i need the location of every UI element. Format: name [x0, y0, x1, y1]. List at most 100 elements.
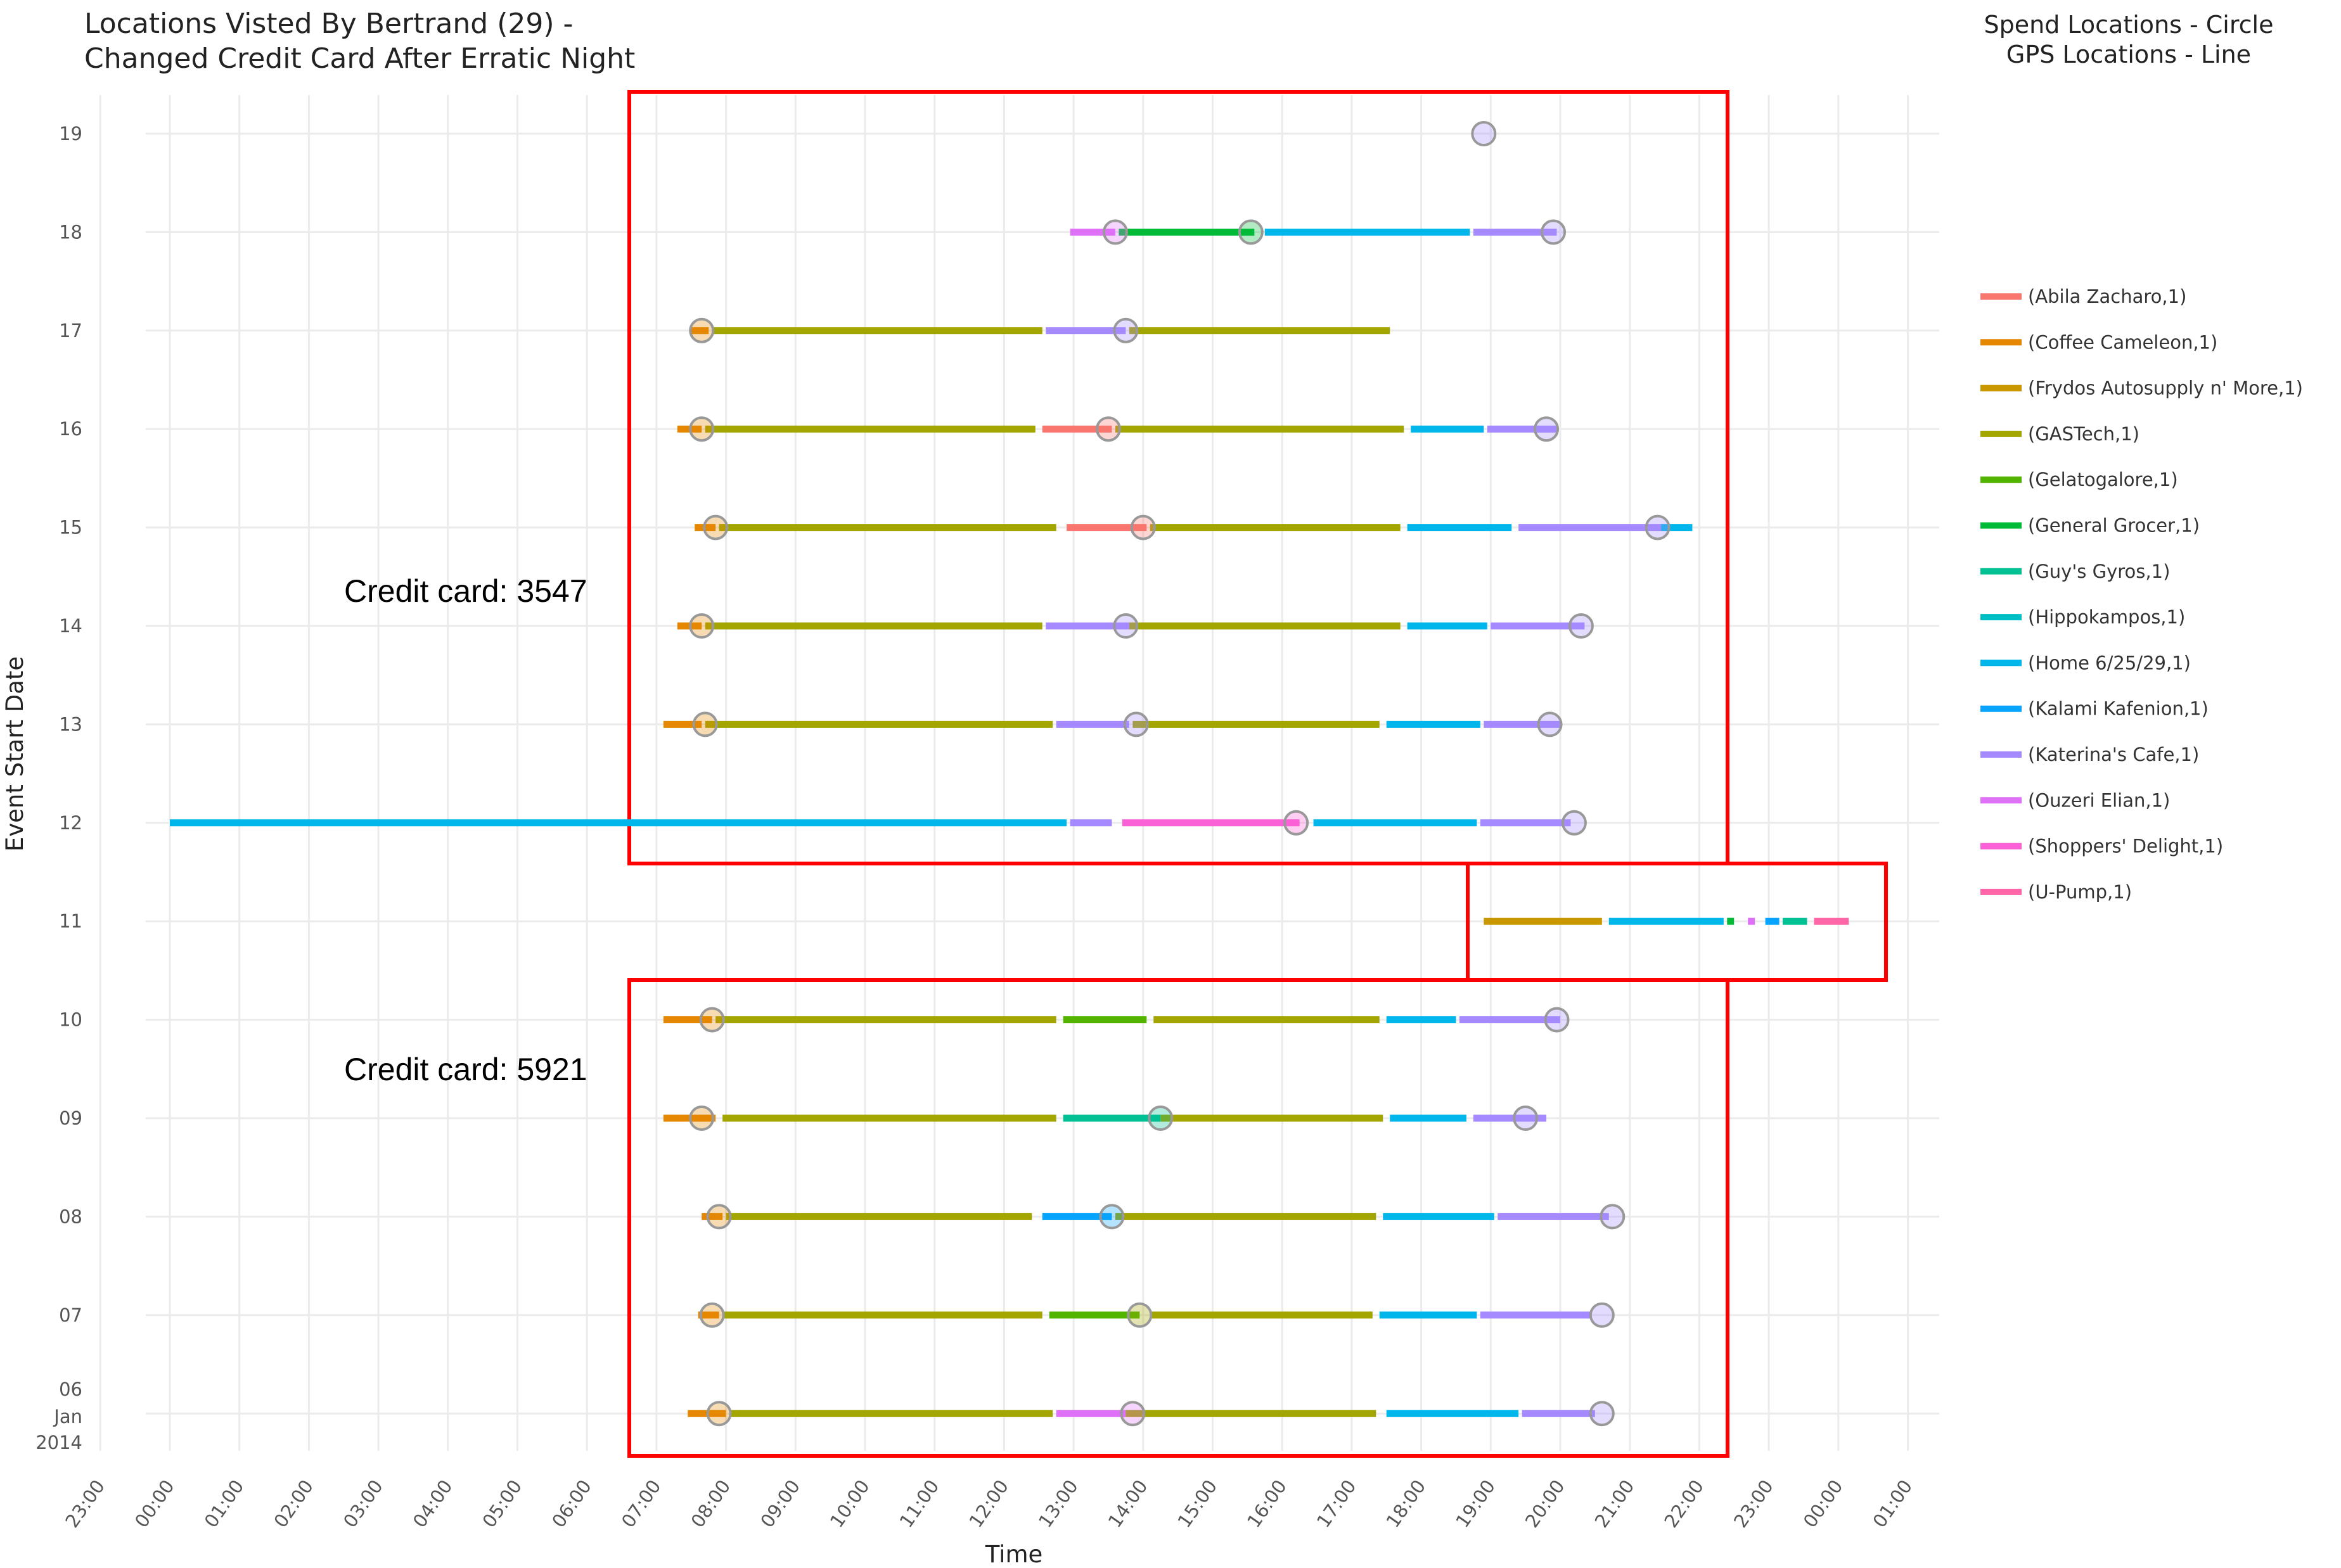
annotation-card-5921: Credit card: 5921	[344, 1052, 587, 1087]
spend-point	[1238, 219, 1264, 245]
spend-location-circles	[689, 121, 1671, 1427]
legend-label: (Katerina's Cafe,1)	[2028, 744, 2199, 765]
spend-point	[1513, 1106, 1539, 1131]
spend-point	[689, 317, 715, 343]
x-tick-label: 13:00	[1034, 1476, 1082, 1532]
spend-point	[1600, 1204, 1626, 1230]
x-tick-label: 03:00	[339, 1476, 387, 1532]
legend-label: (General Grocer,1)	[2028, 515, 2200, 537]
spend-point	[1130, 514, 1156, 540]
legend-label: (Home 6/25/29,1)	[2028, 652, 2191, 673]
annotation-card-3547: Credit card: 3547	[344, 573, 587, 609]
spend-point	[706, 1401, 732, 1427]
x-tick-label: 10:00	[826, 1476, 874, 1532]
legend-label: (GASTech,1)	[2028, 423, 2139, 445]
y-tick-label: 15	[59, 517, 82, 539]
spend-point	[1123, 711, 1149, 737]
legend-label: (Gelatogalore,1)	[2028, 469, 2178, 490]
legend-label: (Frydos Autosupply n' More,1)	[2028, 378, 2303, 399]
spend-point	[1537, 711, 1563, 737]
spend-point	[1099, 1204, 1125, 1230]
legend-label: (Kalami Kafenion,1)	[2028, 698, 2209, 720]
spend-point	[1113, 317, 1139, 343]
x-tick-label: 01:00	[200, 1476, 248, 1532]
x-tick-label: 19:00	[1451, 1476, 1499, 1532]
y-tick-label: Jan	[53, 1406, 82, 1427]
y-tick-label: 10	[59, 1009, 82, 1031]
x-tick-label: 21:00	[1591, 1476, 1639, 1532]
x-tick-label: 09:00	[756, 1476, 804, 1532]
spend-point	[1561, 810, 1587, 836]
spend-point	[1120, 1401, 1146, 1427]
x-tick-label: 23:00	[61, 1476, 109, 1532]
spend-point	[706, 1204, 732, 1230]
legend-note-gps: GPS Locations - Line	[2006, 41, 2251, 68]
x-tick-label: 22:00	[1660, 1476, 1708, 1532]
legend-label: (Coffee Cameleon,1)	[2028, 331, 2217, 353]
spend-point	[1534, 416, 1560, 442]
spend-point	[1544, 1007, 1570, 1033]
annotation-box-card-5921	[627, 978, 1729, 1458]
spend-point	[1541, 219, 1567, 245]
x-tick-label: 06:00	[548, 1476, 596, 1532]
chart-title-line1: Locations Visted By Bertrand (29) -	[84, 8, 573, 40]
spend-point	[1568, 613, 1594, 639]
credit-card-annotation-boxes	[627, 90, 1888, 1458]
x-tick-label: 20:00	[1521, 1476, 1569, 1532]
y-tick-label: 19	[59, 123, 82, 144]
y-tick-label: 2014	[35, 1432, 82, 1453]
y-tick-label: 16	[59, 418, 82, 440]
y-tick-label: 17	[59, 320, 82, 341]
x-tick-label: 17:00	[1312, 1476, 1361, 1532]
x-tick-label: 11:00	[895, 1476, 944, 1532]
spend-point	[1127, 1302, 1153, 1328]
spend-point	[1645, 514, 1671, 540]
y-tick-label: 13	[59, 713, 82, 735]
legend-note-spend: Spend Locations - Circle	[1984, 11, 2273, 39]
x-tick-label: 05:00	[478, 1476, 526, 1532]
spend-point	[1113, 613, 1139, 639]
x-tick-label: 23:00	[1729, 1476, 1778, 1532]
y-tick-label: 11	[59, 910, 82, 932]
x-tick-label: 15:00	[1173, 1476, 1221, 1532]
gridlines	[99, 95, 1939, 1451]
spend-point	[1102, 219, 1128, 245]
y-tick-label: 09	[59, 1107, 82, 1129]
x-tick-label: 18:00	[1382, 1476, 1430, 1532]
y-tick-label: 14	[59, 615, 82, 637]
y-tick-label: 08	[59, 1206, 82, 1227]
y-tick-label: 07	[59, 1304, 82, 1326]
spend-point	[689, 1106, 715, 1131]
x-tick-label: 02:00	[269, 1476, 317, 1532]
y-tick-label: 06	[59, 1379, 82, 1400]
spend-point	[699, 1007, 725, 1033]
legend-label: (Guy's Gyros,1)	[2028, 561, 2170, 582]
spend-point	[1589, 1401, 1615, 1427]
x-tick-label: 08:00	[687, 1476, 735, 1532]
chart-title-line2: Changed Credit Card After Erratic Night	[84, 42, 635, 75]
legend-label: (U-Pump,1)	[2028, 881, 2132, 903]
x-tick-label: 01:00	[1868, 1476, 1916, 1532]
x-tick-label: 14:00	[1104, 1476, 1152, 1532]
spend-point	[1589, 1302, 1615, 1328]
spend-point	[689, 613, 715, 639]
legend: (Abila Zacharo,1) (Coffee Cameleon,1) (Fry…	[1980, 286, 2303, 903]
y-tick-label: 12	[59, 812, 82, 834]
x-tick-label: 12:00	[965, 1476, 1013, 1532]
gps-location-lines	[170, 228, 1849, 1417]
x-tick-label: 00:00	[1799, 1476, 1847, 1532]
annotation-box-card-3547	[627, 90, 1729, 865]
legend-label: (Shoppers' Delight,1)	[2028, 836, 2223, 857]
spend-point	[699, 1302, 725, 1328]
spend-point	[1283, 810, 1309, 836]
x-tick-label: 04:00	[409, 1476, 457, 1532]
y-axis-title: Event Start Date	[1, 656, 29, 851]
spend-point	[1471, 121, 1497, 146]
legend-label: (Ouzeri Elian,1)	[2028, 789, 2170, 811]
y-axis-ticks: 19 18 17 16 15 14 13 12 11 10 09 08 07 06 Jan 2014	[35, 123, 82, 1453]
x-axis-title: Time	[985, 1541, 1043, 1568]
spend-point	[1095, 416, 1121, 442]
spend-point	[703, 514, 729, 540]
x-tick-label: 00:00	[131, 1476, 179, 1532]
